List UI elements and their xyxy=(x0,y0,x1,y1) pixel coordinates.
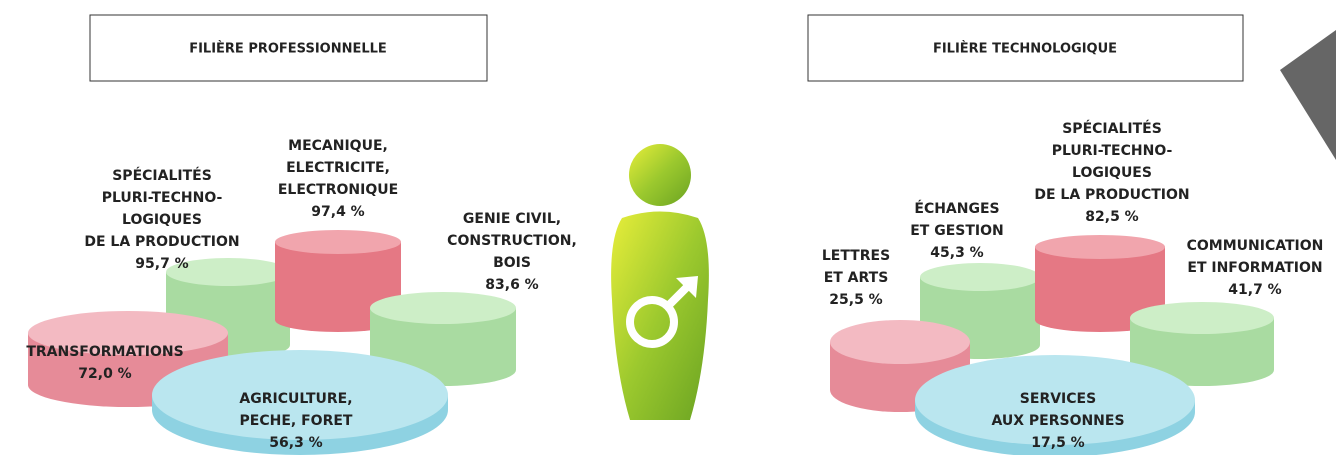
segment-label: LOGIQUES xyxy=(122,212,202,228)
segment-value: 25,5 % xyxy=(829,292,882,308)
segment-label: PLURI-TECHNO- xyxy=(102,190,223,206)
segment-label: GENIE CIVIL, xyxy=(463,211,561,227)
cylinder-top xyxy=(275,230,401,254)
cylinder-top xyxy=(166,258,290,286)
cylinder-top xyxy=(370,292,516,324)
male-figure xyxy=(611,144,709,420)
segment-label: ET ARTS xyxy=(824,270,889,286)
segment-value: 41,7 % xyxy=(1228,282,1281,298)
cylinder-top xyxy=(1130,302,1274,334)
segment-label: ET INFORMATION xyxy=(1187,260,1322,276)
segment-label: CONSTRUCTION, xyxy=(447,233,577,249)
segment-label: PECHE, FORET xyxy=(240,413,353,429)
title-box xyxy=(89,14,488,82)
cylinder-top xyxy=(152,350,448,440)
segment-label: TRANSFORMATIONS xyxy=(26,344,183,360)
segment-label: LETTRES xyxy=(822,248,890,264)
segment-label: COMMUNICATION xyxy=(1187,238,1324,254)
segment-label: LOGIQUES xyxy=(1072,165,1152,181)
segment-value: 72,0 % xyxy=(78,366,131,382)
cylinder-top xyxy=(28,311,228,355)
segment-value: 17,5 % xyxy=(1031,435,1084,451)
segment-label: SPÉCIALITÉS xyxy=(112,167,212,184)
title-box xyxy=(807,14,1244,82)
panel-title: FILIÈRE TECHNOLOGIQUE xyxy=(933,41,1117,57)
segment-label: PLURI-TECHNO- xyxy=(1052,143,1173,159)
segment-value: 97,4 % xyxy=(311,204,364,220)
segment-label: ÉCHANGES xyxy=(914,200,999,217)
segment-label: DE LA PRODUCTION xyxy=(1034,187,1189,203)
segment-value: 83,6 % xyxy=(485,277,538,293)
segment-label: BOIS xyxy=(493,255,531,271)
segment-value: 95,7 % xyxy=(135,256,188,272)
cylinder-top xyxy=(830,320,970,364)
segment-value: 45,3 % xyxy=(930,245,983,261)
segment-label: ET GESTION xyxy=(910,223,1004,239)
corner-shape xyxy=(1280,30,1336,160)
cylinder-top xyxy=(920,263,1040,291)
segment-label: MECANIQUE, xyxy=(288,138,388,154)
segment-label: SERVICES xyxy=(1020,391,1096,407)
cylinder xyxy=(915,355,1195,455)
segment-value: 56,3 % xyxy=(269,435,322,451)
segment-value: 82,5 % xyxy=(1085,209,1138,225)
cylinder-side xyxy=(1035,247,1165,320)
cylinder xyxy=(370,292,516,386)
cylinder xyxy=(1130,302,1274,386)
cylinder-top xyxy=(915,355,1195,445)
cylinder-top xyxy=(1035,235,1165,259)
panel-title: FILIÈRE PROFESSIONNELLE xyxy=(189,41,387,57)
segment-label: ELECTRONIQUE xyxy=(278,182,398,198)
cylinder xyxy=(152,350,448,455)
segment-label: DE LA PRODUCTION xyxy=(84,234,239,250)
segment-label: ELECTRICITE, xyxy=(286,160,390,176)
segment-label: SPÉCIALITÉS xyxy=(1062,120,1162,137)
segment-label: AGRICULTURE, xyxy=(239,391,352,407)
segment-label: AUX PERSONNES xyxy=(991,413,1124,429)
